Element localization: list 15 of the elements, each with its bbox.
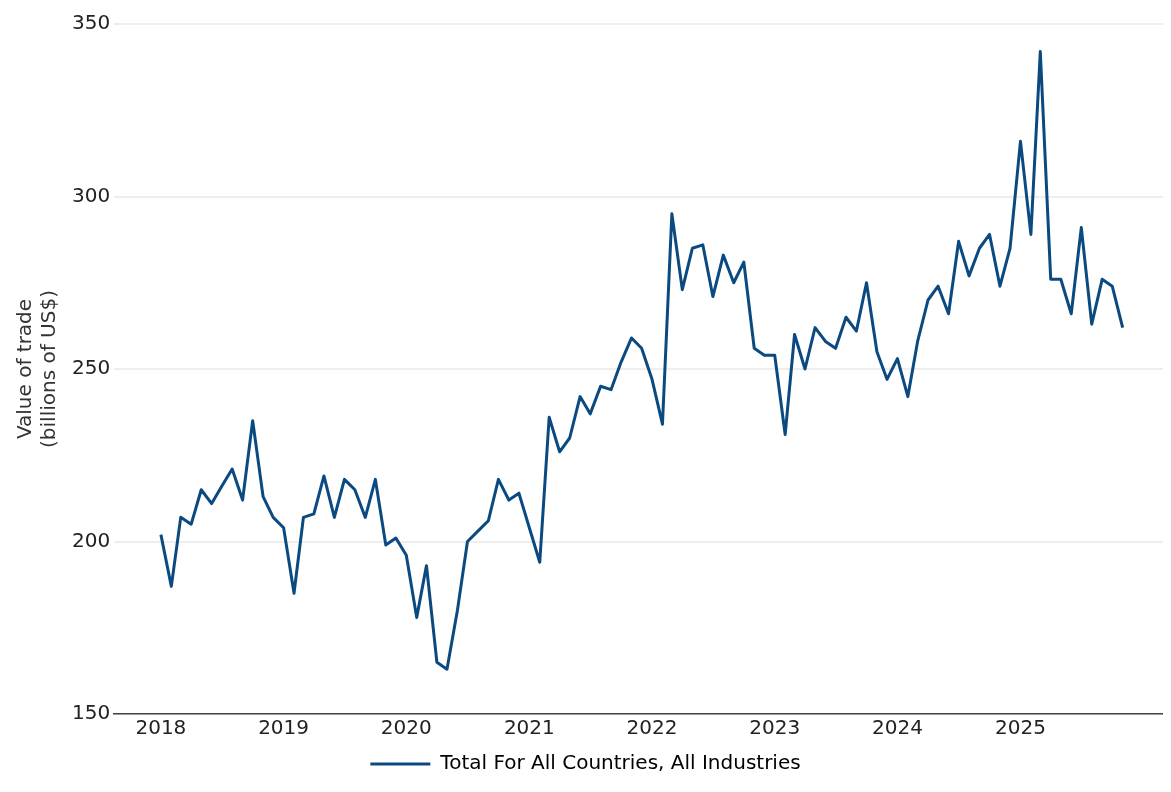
x-tick-label: 2020: [380, 715, 432, 740]
y-tick-label: 350: [71, 10, 111, 35]
x-tick-label: 2021: [503, 715, 555, 740]
x-tick-label: 2025: [995, 715, 1046, 740]
x-tick-label: 2022: [626, 715, 678, 740]
x-tick-label: 2024: [871, 715, 923, 740]
y-tick-label: 300: [71, 182, 111, 207]
x-tick-label: 2023: [749, 715, 801, 740]
y-tick-label: 150: [71, 700, 111, 725]
x-tick-label: 2019: [258, 715, 310, 740]
y-tick-label: 250: [71, 355, 111, 380]
y-tick-label: 200: [71, 527, 111, 552]
y-axis-title: Value of trade (billions of US$): [12, 290, 61, 448]
legend-label: Total For All Countries, All Industries: [439, 750, 801, 775]
x-tick-label: 2018: [135, 715, 187, 740]
